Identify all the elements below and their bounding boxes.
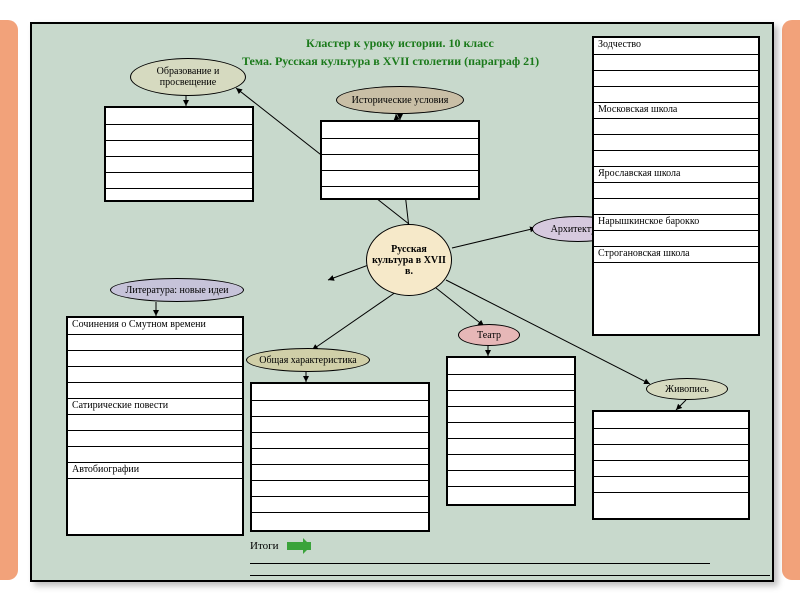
box-paint_box [592,410,750,520]
box-arch_box-header: Ярославская школа [594,166,758,182]
node-teatr: Театр [458,324,520,346]
summary-line-2 [250,565,770,576]
worksheet: Кластер к уроку истории. 10 класс Тема. … [30,22,774,582]
title-line-2: Тема. Русская культура в XVII столетии (… [242,54,539,69]
worksheet-inner: Кластер к уроку истории. 10 класс Тема. … [36,28,768,576]
node-lit: Литература: новые идеи [110,278,244,302]
box-lit_box-header: Автобиографии [68,462,242,478]
box-arch_box-header: Строгановская школа [594,246,758,262]
summary-row: Итоги [250,540,770,576]
box-lit_box-header: Сочинения о Смутном времени [68,318,242,334]
summary-label: Итоги [250,540,279,552]
summary-line-1 [250,553,710,564]
box-arch_box-header: Московская школа [594,102,758,118]
box-arch_box: Зодчество Московская школа Ярославская шко… [592,36,760,336]
node-edu: Образование и просвещение [130,58,246,96]
accent-right [782,20,800,580]
arrow-icon [287,542,311,550]
box-arch_box-header: Зодчество [594,38,758,54]
node-paint: Живопись [646,378,728,400]
center-node: Русская культура в XVII в. [366,224,452,296]
box-hist_box [320,120,480,200]
box-edu_box [104,106,254,202]
box-lit_box: Сочинения о Смутном времени Сатирические … [66,316,244,536]
node-hist: Исторические условия [336,86,464,114]
box-teatr_box [446,356,576,506]
title-line-1: Кластер к уроку истории. 10 класс [306,36,494,51]
accent-left [0,20,18,580]
box-lit_box-header: Сатирические повести [68,398,242,414]
box-arch_box-header: Нарышкинское барокко [594,214,758,230]
node-char: Общая характеристика [246,348,370,372]
box-char_box [250,382,430,532]
